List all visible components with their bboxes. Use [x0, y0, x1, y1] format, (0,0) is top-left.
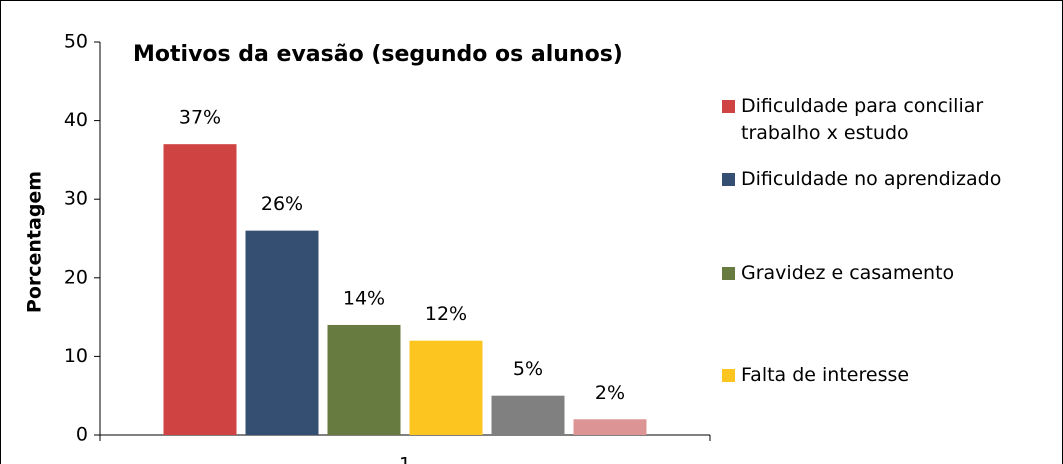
bar — [409, 340, 483, 435]
x-tick-label: 1 — [399, 454, 411, 464]
y-tick-label: 20 — [64, 266, 88, 288]
y-tick-label: 30 — [64, 188, 88, 210]
bar — [491, 395, 565, 435]
legend-item: Gravidez e casamento — [722, 260, 1022, 287]
bar — [163, 144, 237, 435]
y-tick-label: 40 — [64, 109, 88, 131]
value-label: 26% — [261, 193, 303, 215]
value-label: 5% — [513, 358, 543, 380]
y-axis-label: Porcentagem — [24, 171, 46, 313]
value-label: 37% — [179, 107, 221, 129]
value-label: 12% — [425, 303, 467, 325]
chart-title: Motivos da evasão (segundo os alunos) — [133, 42, 623, 67]
y-tick-label: 10 — [64, 345, 88, 367]
legend-label: Dificuldade para conciliar trabalho x es… — [741, 95, 984, 144]
legend-label: Gravidez e casamento — [741, 262, 955, 284]
legend-label: Falta de interesse — [741, 364, 910, 386]
legend-swatch — [722, 100, 735, 113]
legend-label: Dificuldade no aprendizado — [741, 168, 1002, 190]
legend-item: Falta de interesse — [722, 362, 1022, 389]
legend-swatch — [722, 267, 735, 280]
legend-item: Dificuldade para conciliar trabalho x es… — [722, 93, 1022, 147]
bar — [573, 419, 647, 435]
legend-swatch — [722, 369, 735, 382]
y-tick-label: 50 — [64, 31, 88, 53]
y-tick-label: 0 — [76, 424, 88, 446]
legend-swatch — [722, 173, 735, 186]
value-label: 14% — [343, 287, 385, 309]
bar — [245, 230, 319, 435]
legend-item: Dificuldade no aprendizado — [722, 166, 1022, 193]
value-label: 2% — [595, 382, 625, 404]
bar — [327, 324, 401, 435]
